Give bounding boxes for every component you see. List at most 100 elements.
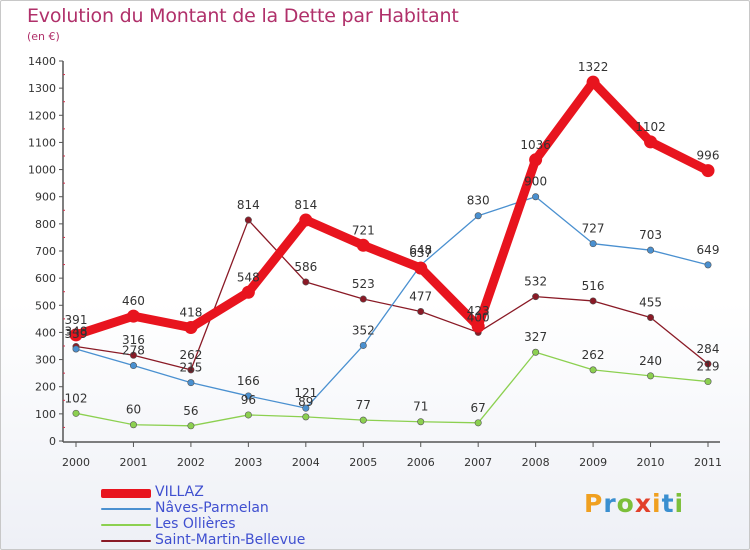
data-point-2	[474, 419, 482, 427]
data-point-3	[532, 293, 540, 301]
data-point-2	[647, 372, 655, 380]
data-point-3	[187, 366, 195, 374]
data-label: 60	[126, 403, 141, 417]
data-point-2	[302, 413, 310, 421]
y-tick-label: 1100	[28, 136, 56, 149]
legend-label-saint-martin-bellevue: Saint-Martin-Bellevue	[155, 532, 306, 548]
x-tick-label: 2008	[522, 456, 550, 469]
y-tick-label: 1000	[28, 164, 56, 177]
data-label: 284	[697, 342, 720, 356]
data-point-3	[244, 216, 252, 224]
data-label: 830	[467, 194, 490, 208]
data-label: 56	[183, 404, 198, 418]
x-tick-label: 2003	[234, 456, 262, 469]
data-point-2	[417, 418, 425, 426]
x-tick-label: 2005	[349, 456, 377, 469]
data-label: 548	[237, 270, 260, 284]
data-label: 721	[352, 223, 375, 237]
data-label: 278	[122, 344, 145, 358]
data-label: 71	[413, 400, 428, 414]
data-label: 423	[467, 304, 490, 318]
x-tick-label: 2001	[119, 456, 147, 469]
data-point-1	[187, 379, 195, 387]
data-label: 352	[352, 323, 375, 337]
data-point-0	[126, 309, 140, 323]
data-point-0	[414, 261, 428, 275]
x-tick-label: 2011	[694, 456, 722, 469]
data-point-1	[532, 193, 540, 201]
data-point-0	[356, 238, 370, 252]
data-point-1	[704, 261, 712, 269]
proxiti-logo: Proxiti	[584, 489, 685, 518]
x-tick-label: 2007	[464, 456, 492, 469]
data-label: 348	[65, 325, 88, 339]
y-tick-label: 1300	[28, 82, 56, 95]
data-point-2	[72, 409, 80, 417]
data-point-0	[586, 75, 600, 89]
data-label: 900	[524, 175, 547, 189]
data-point-2	[589, 366, 597, 374]
data-point-1	[647, 246, 655, 254]
data-label: 814	[237, 198, 260, 212]
series-line-2	[75, 351, 709, 427]
data-point-0	[299, 213, 313, 227]
data-point-2	[129, 421, 137, 429]
data-point-3	[589, 297, 597, 305]
legend-label-villaz: VILLAZ	[155, 484, 204, 500]
legend-swatch-villaz	[101, 489, 151, 498]
data-point-3	[302, 278, 310, 286]
data-point-1	[359, 341, 367, 349]
series-line-0	[71, 77, 713, 340]
data-label: 477	[409, 290, 432, 304]
data-label: 703	[639, 228, 662, 242]
data-label: 586	[294, 260, 317, 274]
y-tick-label: 300	[35, 354, 56, 367]
data-label: 460	[122, 294, 145, 308]
data-point-2	[187, 422, 195, 430]
data-label: 727	[582, 222, 605, 236]
data-label: 240	[639, 354, 662, 368]
y-tick-label: 500	[35, 299, 56, 312]
y-tick-label: 100	[35, 408, 56, 421]
data-point-2	[359, 416, 367, 424]
data-label: 96	[241, 393, 256, 407]
y-tick-label: 0	[49, 435, 56, 448]
series-line-3	[75, 219, 709, 371]
data-label: 391	[65, 313, 88, 327]
data-label: 400	[467, 310, 490, 324]
series-line-1	[75, 196, 709, 409]
data-label: 523	[352, 277, 375, 291]
data-point-3	[359, 295, 367, 303]
data-label: 102	[65, 391, 88, 405]
chart-title: Evolution du Montant de la Dette par Hab…	[27, 5, 459, 27]
y-tick-label: 800	[35, 218, 56, 231]
x-tick-label: 2009	[579, 456, 607, 469]
legend-swatch-les-ollieres	[101, 524, 151, 526]
data-point-3	[647, 313, 655, 321]
legend-swatch-saint-martin-bellevue	[101, 540, 151, 542]
data-label: 1322	[578, 60, 609, 74]
data-point-3	[704, 360, 712, 368]
data-point-0	[69, 328, 83, 342]
data-label: 262	[582, 348, 605, 362]
data-point-0	[701, 164, 715, 178]
data-label: 339	[65, 327, 88, 341]
data-point-1	[589, 240, 597, 248]
data-label: 418	[179, 306, 202, 320]
data-point-0	[184, 321, 198, 335]
y-tick-label: 1400	[28, 55, 56, 68]
data-point-2	[532, 348, 540, 356]
data-label: 77	[356, 398, 371, 412]
data-point-2	[244, 411, 252, 419]
data-label: 532	[524, 275, 547, 289]
y-tick-label: 600	[35, 272, 56, 285]
legend-label-naves-parmelan: Nâves-Parmelan	[155, 500, 269, 516]
data-label: 327	[524, 330, 547, 344]
data-label: 649	[697, 243, 720, 257]
data-label: 455	[639, 296, 662, 310]
data-point-0	[644, 135, 658, 149]
data-label: 219	[697, 360, 720, 374]
x-tick-label: 2010	[637, 456, 665, 469]
data-point-3	[129, 351, 137, 359]
y-tick-label: 400	[35, 326, 56, 339]
